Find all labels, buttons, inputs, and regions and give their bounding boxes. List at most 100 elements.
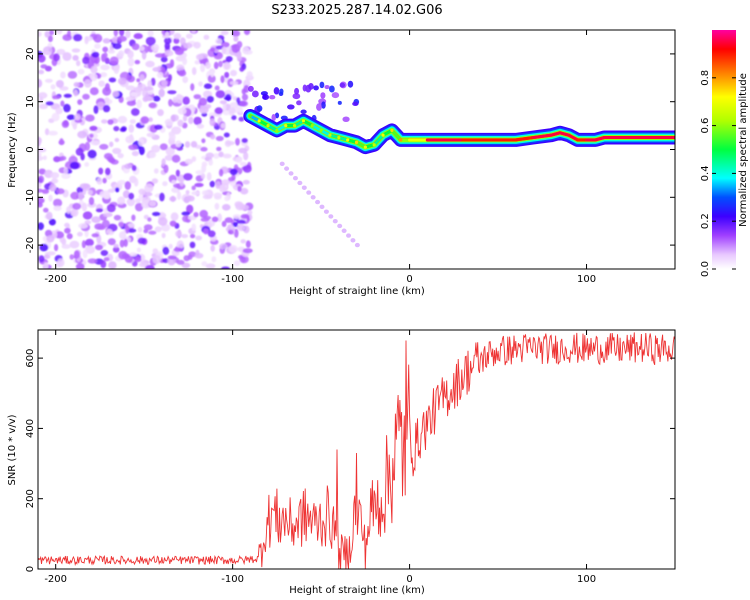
noise-speckle	[238, 106, 243, 114]
noise-speckle	[117, 35, 127, 42]
noise-speckle	[38, 168, 46, 175]
noise-speckle	[203, 34, 210, 40]
noise-speckle	[99, 143, 109, 150]
noise-speckle	[126, 197, 136, 207]
noise-speckle	[103, 257, 110, 262]
noise-speckle	[239, 204, 250, 211]
scatter-blob	[269, 95, 276, 100]
noise-speckle	[152, 67, 162, 72]
scatter-blob	[313, 85, 319, 91]
noise-speckle	[229, 80, 239, 86]
noise-speckle	[76, 186, 84, 194]
noise-speckle	[164, 37, 172, 45]
noise-speckle	[38, 69, 45, 75]
noise-speckle	[188, 116, 194, 125]
noise-speckle	[240, 187, 249, 195]
noise-speckle	[117, 153, 124, 159]
noise-speckle	[43, 262, 49, 269]
noise-speckle	[77, 231, 83, 237]
y-tick-label: 20	[25, 48, 36, 61]
noise-speckle	[72, 122, 78, 130]
noise-speckle	[77, 130, 88, 139]
noise-speckle	[149, 151, 157, 158]
snr-x-label: Height of straight line (km)	[289, 585, 425, 596]
noise-speckle	[56, 48, 66, 55]
noise-speckle	[183, 42, 193, 49]
noise-speckle	[168, 99, 173, 107]
noise-speckle	[202, 190, 209, 196]
noise-speckle	[128, 144, 138, 151]
noise-speckle	[246, 71, 253, 79]
noise-speckle	[196, 123, 205, 129]
ridge-point	[292, 124, 297, 128]
noise-speckle	[177, 119, 184, 127]
noise-speckle	[210, 134, 216, 140]
noise-speckle	[215, 38, 223, 45]
noise-speckle	[57, 258, 65, 268]
noise-speckle	[117, 115, 128, 124]
noise-speckle	[176, 174, 186, 182]
noise-speckle	[84, 36, 89, 45]
noise-speckle	[233, 260, 241, 267]
noise-speckle	[60, 71, 66, 79]
noise-speckle	[101, 119, 108, 124]
x-tick-label: -100	[221, 274, 244, 285]
noise-speckle	[213, 61, 219, 70]
noise-speckle	[210, 245, 215, 252]
noise-speckle	[63, 167, 68, 175]
noise-speckle	[238, 116, 245, 122]
noise-speckle	[138, 193, 144, 201]
noise-speckle	[46, 251, 56, 256]
noise-speckle	[168, 133, 176, 141]
ridge-point	[301, 119, 306, 123]
noise-speckle	[53, 198, 63, 208]
noise-speckle	[104, 153, 113, 160]
noise-speckle	[109, 56, 119, 65]
noise-speckle	[128, 124, 135, 133]
noise-speckle	[135, 202, 144, 212]
noise-speckle	[242, 164, 252, 173]
noise-speckle	[225, 141, 235, 146]
noise-speckle	[193, 94, 202, 100]
noise-speckle	[151, 144, 161, 153]
y-tick-label: 600	[25, 349, 36, 368]
ridge-core-segment	[257, 119, 270, 128]
noise-speckle	[218, 151, 224, 158]
scatter-blob	[273, 87, 280, 95]
noise-speckle	[235, 137, 240, 146]
noise-speckle	[38, 182, 42, 188]
noise-speckle	[38, 188, 44, 193]
noise-speckle	[85, 114, 95, 122]
noise-speckle	[108, 157, 116, 163]
noise-speckle	[189, 241, 196, 249]
noise-speckle	[239, 100, 249, 107]
noise-speckle	[176, 93, 182, 99]
noise-speckle	[122, 190, 130, 199]
noise-speckle	[151, 43, 160, 52]
noise-speckle	[104, 57, 110, 65]
noise-speckle	[200, 63, 206, 73]
y-tick-label: 200	[25, 489, 36, 508]
noise-speckle	[107, 49, 116, 54]
noise-speckle	[98, 80, 105, 87]
noise-speckle	[82, 211, 93, 220]
noise-speckle	[53, 53, 60, 62]
noise-speckle	[191, 191, 200, 196]
streak-blob	[332, 219, 338, 224]
noise-speckle	[240, 239, 246, 244]
noise-speckle	[148, 102, 157, 109]
scatter-blob	[342, 116, 350, 123]
noise-speckle	[220, 75, 225, 83]
noise-speckle	[223, 62, 230, 70]
noise-speckle	[240, 161, 247, 167]
spectrogram-x-label: Height of straight line (km)	[289, 286, 425, 297]
noise-speckle	[222, 204, 231, 211]
noise-speckle	[125, 225, 130, 234]
noise-speckle	[112, 147, 122, 155]
noise-speckle	[131, 165, 137, 172]
scatter-blob	[296, 100, 302, 106]
noise-speckle	[112, 90, 120, 98]
noise-speckle	[126, 85, 133, 91]
noise-speckle	[198, 81, 203, 87]
noise-speckle	[141, 50, 147, 60]
